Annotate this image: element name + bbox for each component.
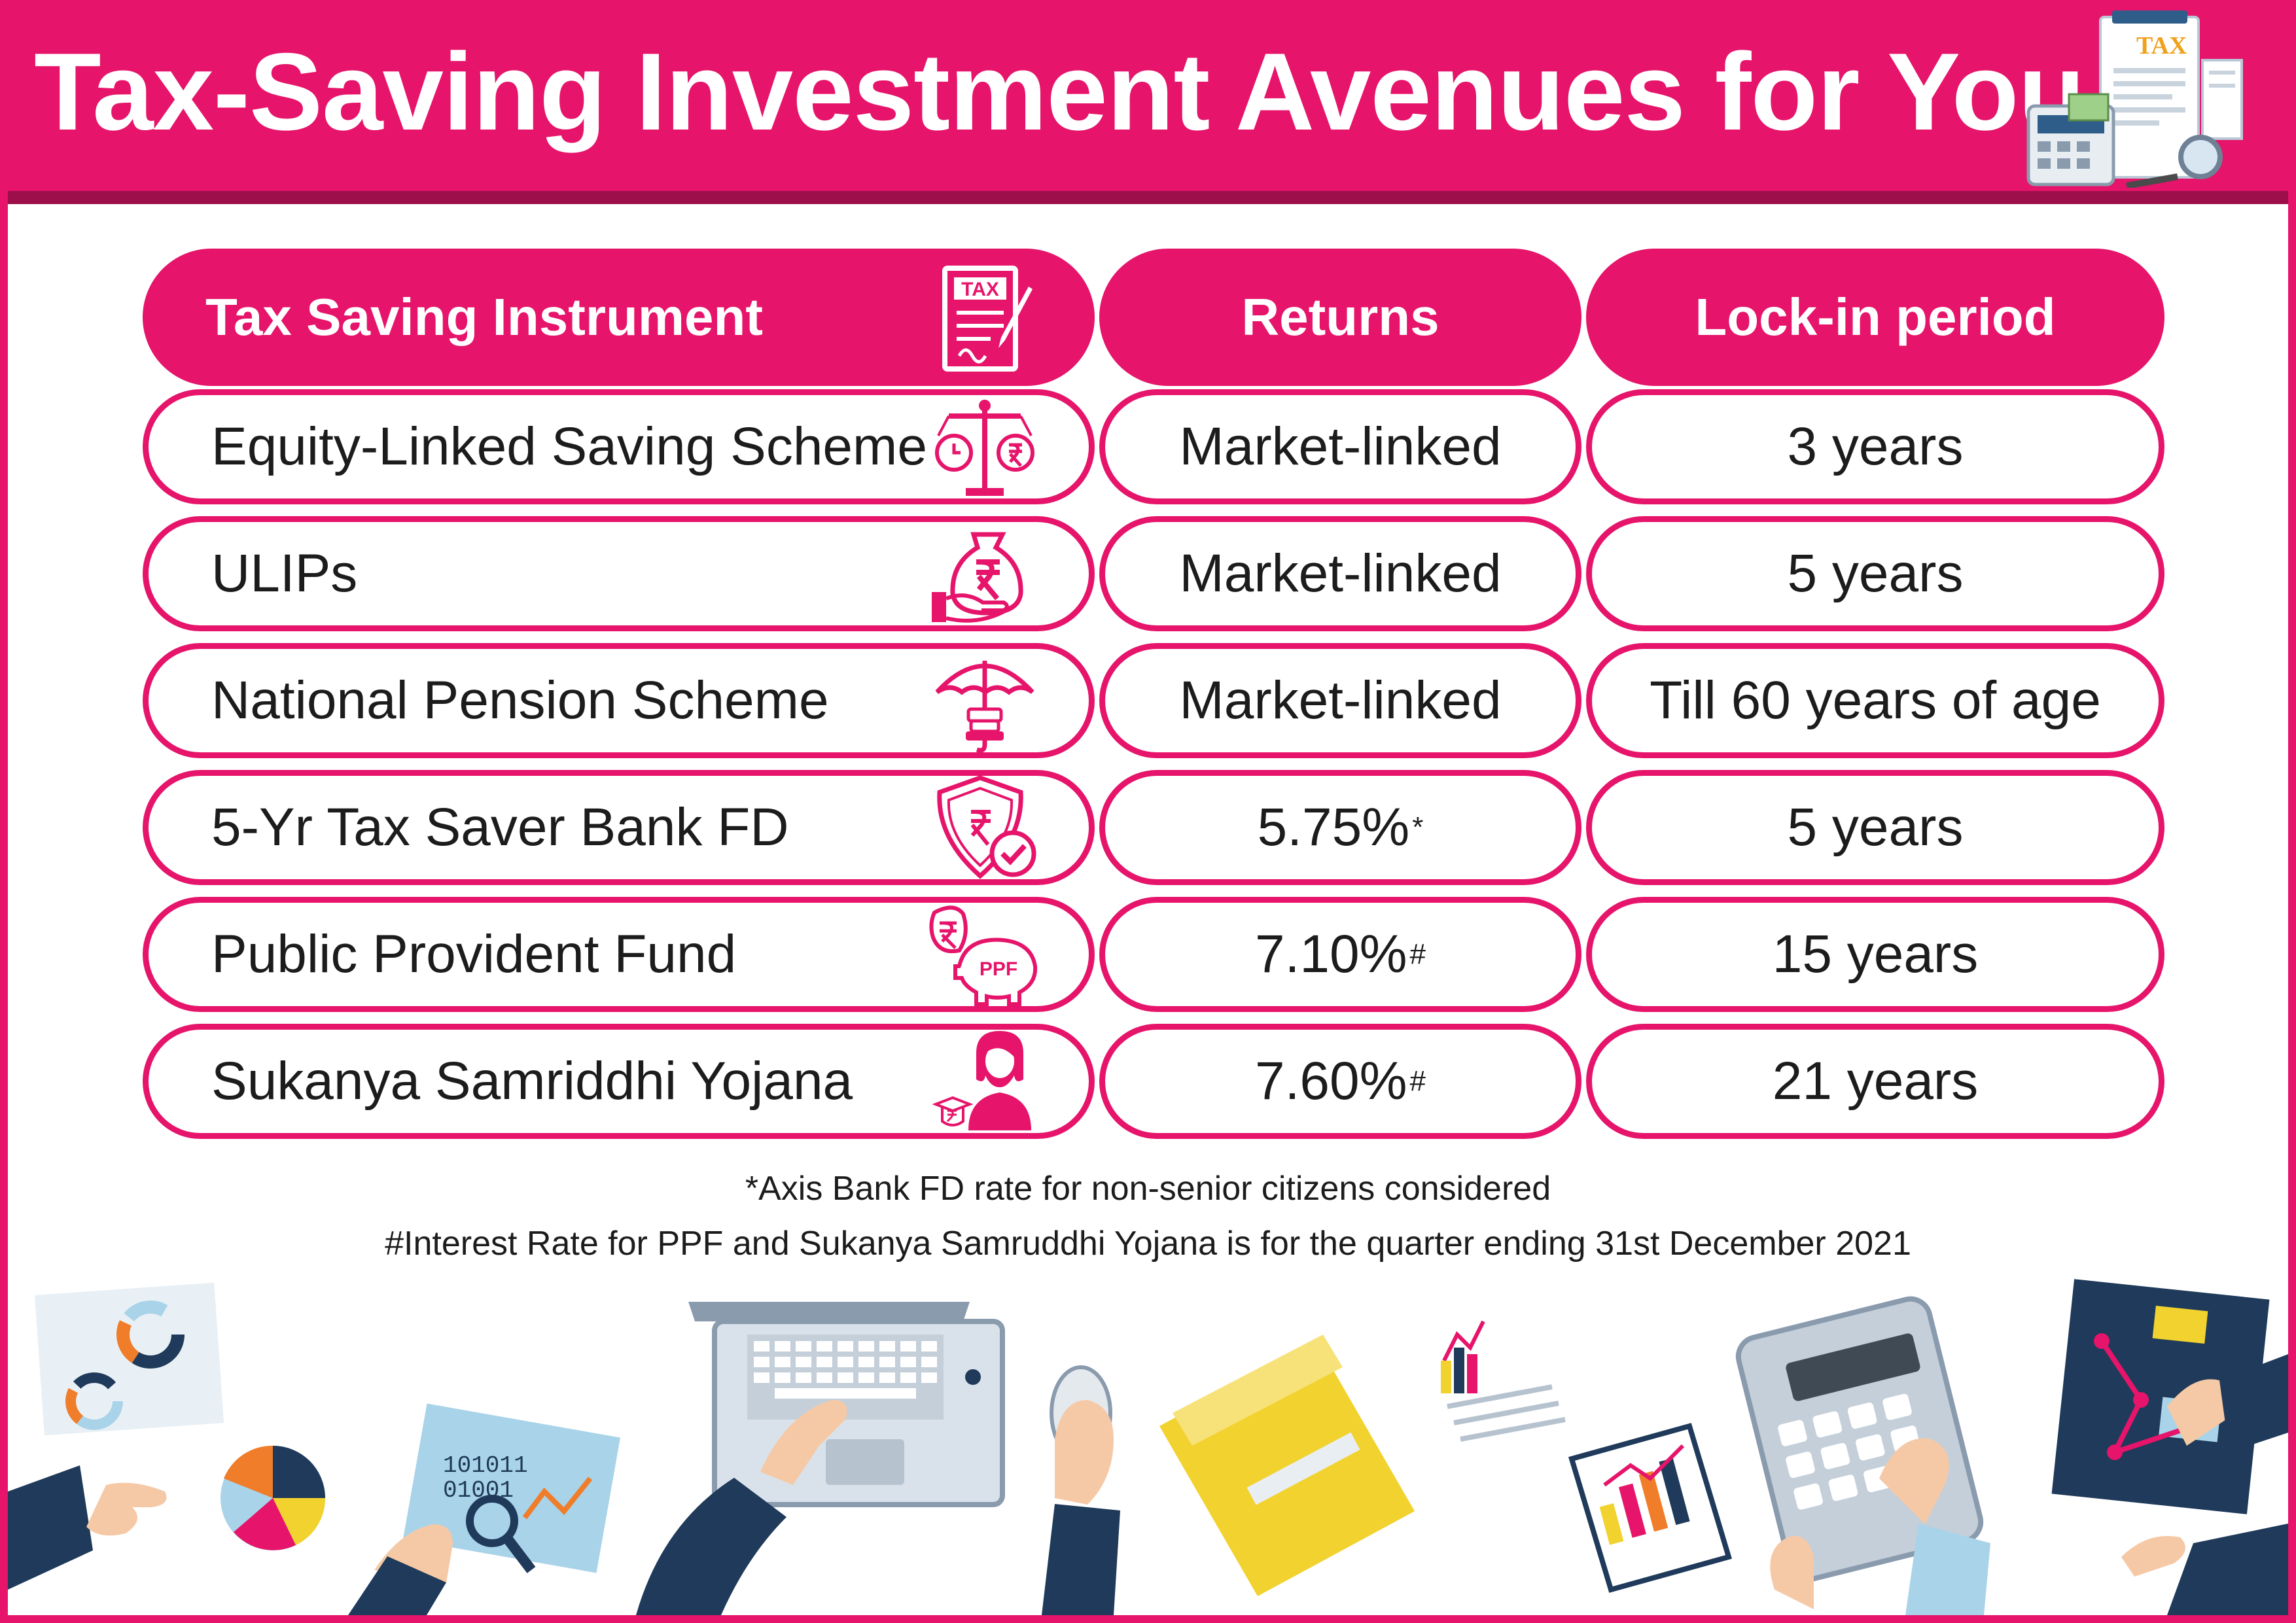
presentation-board-icon — [2051, 1279, 2288, 1615]
table-row-lockin: 5 years — [1586, 516, 2164, 631]
table-row-instrument: Public Provident Fund — [143, 897, 1095, 1012]
pie-chart-icon — [221, 1445, 326, 1550]
table-row-lockin: 21 years — [1586, 1024, 2164, 1139]
table-row-returns: Market-linked — [1099, 643, 1581, 758]
table-row-lockin: 5 years — [1586, 770, 2164, 885]
tax-form-label: TAX — [961, 279, 999, 300]
table-row-instrument: National Pension Scheme — [143, 643, 1095, 758]
girl-graduation-icon — [932, 1031, 1031, 1130]
money-bag-hand-icon — [932, 532, 1023, 623]
page-title: Tax-Saving Investment Avenues for You — [34, 30, 2085, 153]
computer-mouse-icon — [1042, 1365, 1120, 1615]
umbrella-pension-icon — [935, 661, 1034, 753]
laptop-icon — [636, 1302, 1005, 1615]
table-row-instrument: 5-Yr Tax Saver Bank FD — [143, 770, 1095, 885]
binary-data-text: 101011 — [443, 1452, 528, 1479]
shield-rupee-check-icon — [937, 775, 1036, 879]
header-instrument: Tax Saving Instrument — [143, 249, 1095, 386]
bar-chart-report-icon — [1441, 1320, 1733, 1593]
header-shadow — [8, 191, 2288, 204]
tax-form-icon: TAX — [942, 266, 1033, 372]
calculator-icon — [1735, 1296, 1990, 1615]
donut-chart-card-icon — [34, 1282, 224, 1436]
table-row-lockin: 15 years — [1586, 897, 2164, 1012]
header-banner: Tax-Saving Investment Avenues for You TA… — [0, 0, 2296, 191]
header-lockin: Lock-in period — [1586, 249, 2164, 386]
tax-document-calculator-icon: TAX — [2026, 10, 2243, 188]
balance-scale-icon — [935, 400, 1034, 496]
table-row-returns: 5.75% * — [1099, 770, 1581, 885]
table-row-returns: 7.60% # — [1099, 1024, 1581, 1139]
table-row-lockin: 3 years — [1586, 389, 2164, 504]
table-row-lockin: Till 60 years of age — [1586, 643, 2164, 758]
piggy-bank-label: PPF — [980, 958, 1017, 980]
footnote-interest-rate: #Interest Rate for PPF and Sukanya Samru… — [385, 1225, 1911, 1263]
data-analysis-card-icon: 101011 01001 — [348, 1403, 620, 1615]
table-row-instrument: Sukanya Samriddhi Yojana — [143, 1024, 1095, 1139]
office-desk-illustration: 101011 01001 — [8, 1279, 2288, 1615]
piggy-bank-ppf-icon: PPF — [929, 905, 1038, 1006]
table-row-returns: Market-linked — [1099, 389, 1581, 504]
footnote-fd-rate: *Axis Bank FD rate for non-senior citize… — [745, 1170, 1551, 1208]
returns-footnote-mark: * — [1412, 811, 1424, 843]
returns-footnote-mark: # — [1409, 938, 1426, 970]
header-returns: Returns — [1099, 249, 1581, 386]
title-icon-label: TAX — [2136, 32, 2187, 60]
table-row-returns: Market-linked — [1099, 516, 1581, 631]
returns-footnote-mark: # — [1409, 1065, 1426, 1097]
table-row-returns: 7.10% # — [1099, 897, 1581, 1012]
yellow-folder-icon — [1159, 1335, 1415, 1596]
